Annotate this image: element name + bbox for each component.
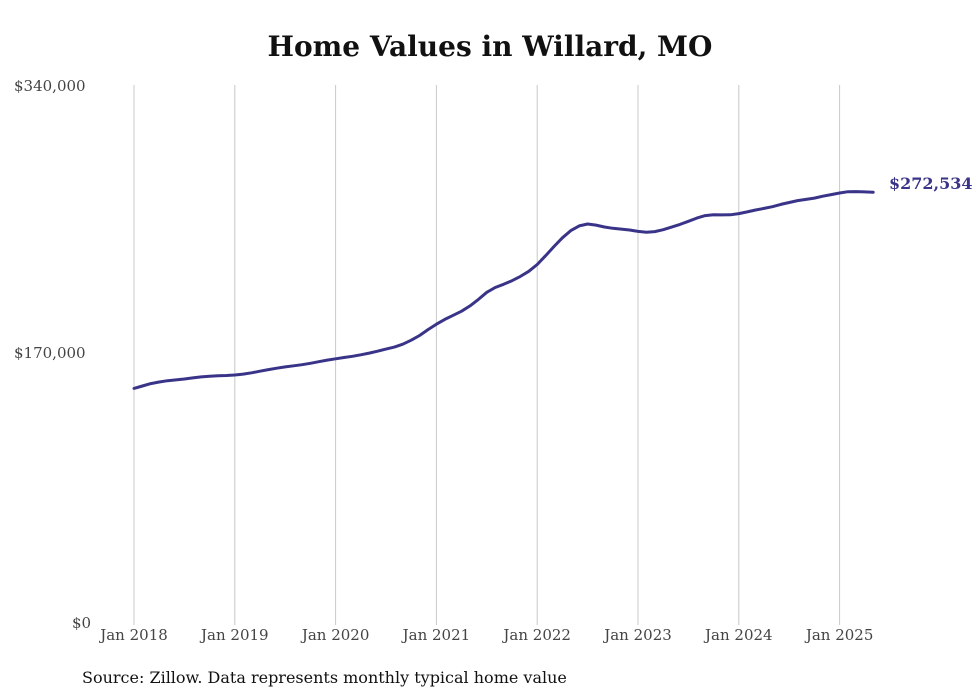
chart-title: Home Values in Willard, MO [267, 30, 713, 63]
source-note: Source: Zillow. Data represents monthly … [82, 668, 567, 687]
x-tick-label: Jan 2023 [602, 626, 672, 644]
x-tick-label: Jan 2021 [401, 626, 471, 644]
y-axis-ticks: $340,000 $170,000 $0 [14, 77, 91, 632]
x-tick-label: Jan 2019 [199, 626, 269, 644]
x-tick-label: Jan 2024 [703, 626, 773, 644]
end-value-label: $272,534 [889, 174, 973, 193]
y-tick-label: $170,000 [14, 344, 86, 362]
gridlines [133, 85, 841, 625]
y-tick-label: $0 [72, 614, 91, 632]
x-tick-label: Jan 2025 [804, 626, 874, 644]
series-line [132, 190, 875, 390]
x-tick-label: Jan 2022 [501, 626, 571, 644]
x-tick-label: Jan 2020 [300, 626, 370, 644]
y-tick-label: $340,000 [14, 77, 86, 95]
x-tick-label: Jan 2018 [98, 626, 168, 644]
x-axis-ticks: Jan 2018 Jan 2019 Jan 2020 Jan 2021 Jan 2022… [98, 626, 873, 644]
